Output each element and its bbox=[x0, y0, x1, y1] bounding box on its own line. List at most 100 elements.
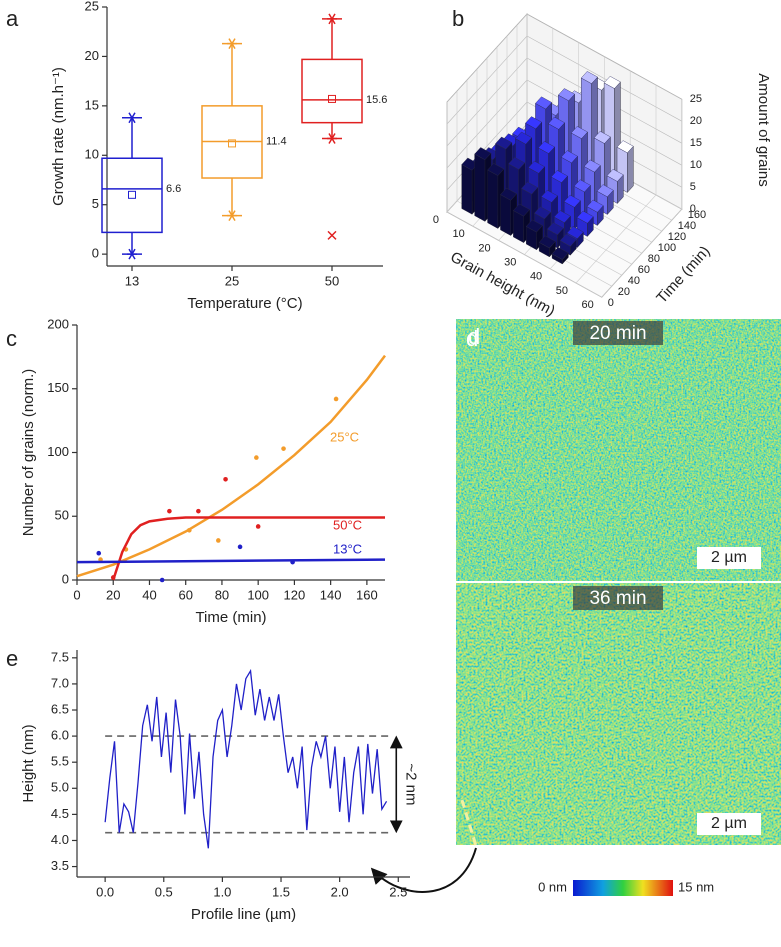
time-label: 36 min bbox=[589, 588, 646, 609]
y-tick-label: 20 bbox=[618, 286, 630, 298]
bar-top bbox=[540, 189, 558, 203]
z-tick-label: 10 bbox=[690, 159, 702, 171]
fit-line bbox=[112, 516, 385, 581]
point bbox=[110, 575, 116, 580]
median-label: 15.6 bbox=[366, 94, 387, 106]
x-tick-label: 60 bbox=[582, 299, 594, 311]
bar-top bbox=[487, 163, 505, 176]
bar-top bbox=[586, 199, 604, 213]
time-box bbox=[573, 321, 663, 345]
point bbox=[290, 559, 295, 565]
series-label: 50°C bbox=[333, 517, 362, 532]
panel-letter: e bbox=[6, 646, 18, 671]
z-axis-title: Amount of grains bbox=[755, 73, 772, 186]
bar-top bbox=[474, 147, 492, 160]
grid-line bbox=[446, 102, 602, 298]
x-tick-label: 20 bbox=[478, 242, 490, 254]
fit-line bbox=[76, 354, 387, 578]
x-tick-label: 25 bbox=[225, 273, 239, 288]
y-tick-label: 50 bbox=[55, 508, 69, 523]
point bbox=[281, 446, 286, 451]
point bbox=[223, 476, 228, 482]
y-tick-label: 140 bbox=[678, 220, 696, 232]
x-tick-label: 40 bbox=[530, 271, 542, 283]
y-tick-label: 100 bbox=[658, 242, 676, 254]
median-label: 6.6 bbox=[166, 183, 181, 195]
x-axis-title: Time (min) bbox=[195, 609, 266, 626]
y-tick-label: 5.0 bbox=[51, 780, 69, 795]
afm-image bbox=[456, 583, 781, 845]
z-tick-label: 15 bbox=[690, 137, 702, 149]
colorbar-min: 0 nm bbox=[538, 879, 567, 894]
y-tick-label: 3.5 bbox=[51, 858, 69, 873]
y-axis-title: Number of grains (norm.) bbox=[20, 369, 37, 537]
y-tick-label: 160 bbox=[688, 209, 706, 221]
z-tick-label: 20 bbox=[690, 115, 702, 127]
bar-top bbox=[500, 187, 518, 201]
point bbox=[216, 538, 221, 543]
bar-top bbox=[553, 210, 571, 223]
colorbar bbox=[573, 880, 673, 896]
series-label: 13°C bbox=[333, 541, 362, 556]
scale-label: 2 µm bbox=[711, 815, 747, 832]
bar-top bbox=[560, 150, 578, 164]
z-tick-label: 0 bbox=[690, 203, 696, 215]
time-box bbox=[573, 586, 663, 610]
z-tick-label: 5 bbox=[690, 181, 696, 193]
bar-top bbox=[525, 116, 543, 130]
bar-top bbox=[551, 247, 569, 260]
y-tick-label: 100 bbox=[47, 444, 69, 459]
bar-top bbox=[528, 160, 545, 174]
bar-top bbox=[558, 88, 575, 101]
profile-line bbox=[104, 668, 388, 849]
bar-top bbox=[513, 203, 530, 217]
scale-label: 2 µm bbox=[711, 549, 747, 566]
x-tick-label: 60 bbox=[178, 587, 192, 602]
y-tick-label: 0 bbox=[62, 571, 69, 586]
point bbox=[159, 577, 165, 583]
span-label: ~2 nm bbox=[402, 763, 419, 805]
outlier bbox=[327, 230, 337, 240]
panel-letter: d bbox=[468, 324, 480, 349]
y-axis-title: Height (nm) bbox=[20, 724, 37, 802]
extreme-marker bbox=[127, 112, 137, 124]
x-tick-label: 140 bbox=[320, 587, 342, 602]
y-tick-label: 120 bbox=[668, 231, 686, 243]
x-tick-label: 30 bbox=[504, 257, 516, 269]
y-tick-label: 10 bbox=[85, 147, 99, 162]
bar-top bbox=[538, 141, 555, 154]
x-tick-label: 50 bbox=[556, 285, 568, 297]
y-tick-label: 7.0 bbox=[51, 675, 69, 690]
bar-front bbox=[487, 169, 499, 229]
bar-top bbox=[538, 235, 556, 249]
x-tick-label: 120 bbox=[284, 587, 306, 602]
x-tick-label: 0.5 bbox=[155, 884, 173, 899]
bar-top bbox=[576, 210, 594, 224]
y-tick-label: 80 bbox=[648, 253, 660, 265]
x-tick-label: 13 bbox=[125, 273, 139, 288]
x-tick-label: 40 bbox=[142, 587, 156, 602]
bar-top bbox=[559, 233, 577, 247]
bar-front bbox=[474, 153, 486, 222]
y-tick-label: 4.0 bbox=[51, 832, 69, 847]
y-tick-label: 6.0 bbox=[51, 728, 69, 743]
x-tick-label: 2.5 bbox=[389, 884, 407, 899]
y-tick-label: 60 bbox=[638, 264, 650, 276]
mean bbox=[328, 94, 336, 103]
y-tick-label: 40 bbox=[628, 275, 640, 287]
x-tick-label: 0 bbox=[73, 587, 80, 602]
point bbox=[196, 508, 201, 514]
bar-top bbox=[570, 126, 588, 139]
bar-side bbox=[627, 145, 634, 193]
y-tick-label: 6.5 bbox=[51, 701, 69, 716]
bar-top bbox=[566, 226, 584, 239]
x-tick-label: 1.5 bbox=[272, 884, 290, 899]
bar-top bbox=[616, 140, 634, 154]
bar-top bbox=[603, 76, 621, 89]
y-tick-label: 150 bbox=[47, 380, 69, 395]
point bbox=[254, 455, 259, 460]
mean bbox=[228, 139, 236, 148]
scale-box bbox=[697, 813, 761, 835]
bar-top bbox=[546, 222, 564, 236]
y-tick-label: 0 bbox=[92, 246, 99, 261]
